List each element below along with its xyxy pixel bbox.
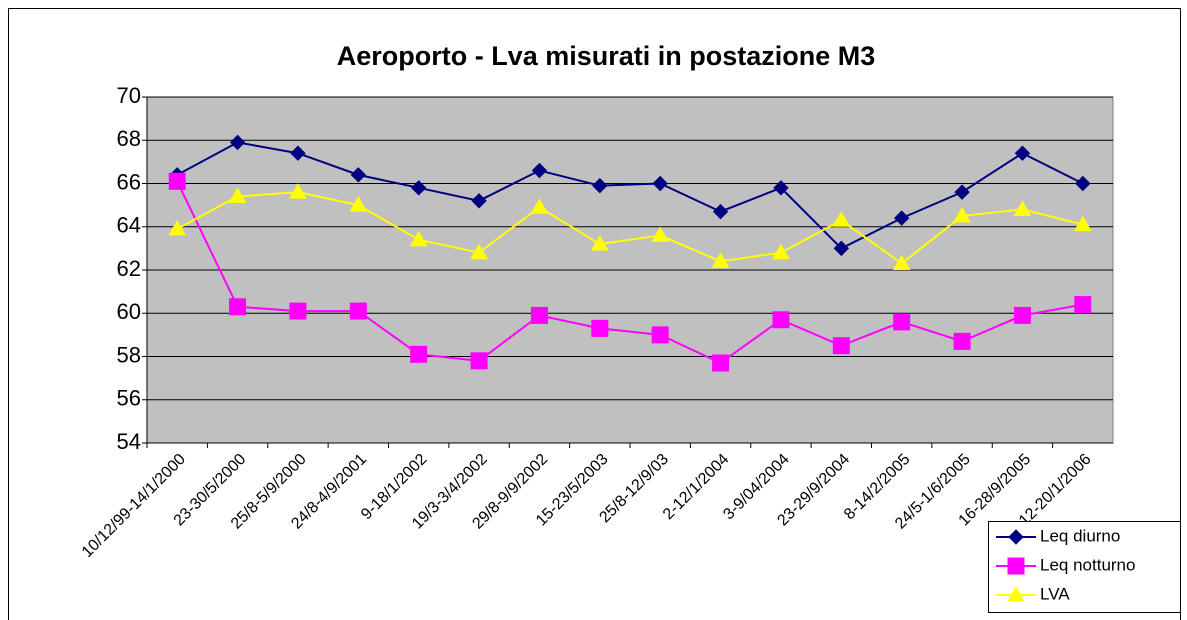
series-line xyxy=(176,180,1083,365)
marker xyxy=(1013,306,1031,324)
y-tick-label: 68 xyxy=(117,126,141,151)
y-tick-label: 64 xyxy=(117,213,141,238)
marker xyxy=(470,243,488,260)
marker xyxy=(772,311,790,329)
marker xyxy=(954,184,970,200)
marker xyxy=(410,345,428,363)
y-tick-label: 62 xyxy=(117,256,141,281)
series-line xyxy=(176,141,1084,250)
marker xyxy=(471,193,487,209)
y-tick-label: 58 xyxy=(117,342,141,367)
marker xyxy=(350,167,367,183)
series-line xyxy=(176,191,1084,265)
marker xyxy=(953,206,971,223)
marker xyxy=(349,196,368,212)
marker xyxy=(229,134,246,151)
marker xyxy=(590,235,609,251)
marker xyxy=(410,180,427,196)
marker xyxy=(1073,215,1092,232)
marker xyxy=(712,203,729,220)
marker xyxy=(1014,145,1031,161)
marker xyxy=(168,219,187,236)
marker xyxy=(651,226,670,242)
marker xyxy=(1074,296,1092,314)
marker xyxy=(470,352,488,370)
marker xyxy=(290,145,306,161)
marker xyxy=(833,240,850,257)
marker xyxy=(229,298,247,316)
y-tick-label: 60 xyxy=(117,299,141,324)
marker xyxy=(530,198,549,214)
marker xyxy=(1013,200,1032,216)
marker xyxy=(892,254,911,271)
y-tick-label: 54 xyxy=(117,429,141,454)
marker xyxy=(1008,529,1024,545)
marker xyxy=(953,332,971,350)
y-tick-label: 70 xyxy=(117,83,141,108)
marker xyxy=(832,337,850,355)
marker xyxy=(651,326,669,344)
marker xyxy=(531,162,548,179)
marker xyxy=(592,177,608,194)
legend-label: Leq diurno xyxy=(1040,526,1120,545)
marker xyxy=(591,319,609,337)
marker xyxy=(1075,175,1091,192)
legend-label: Leq notturno xyxy=(1040,555,1135,574)
marker xyxy=(711,252,730,268)
marker xyxy=(1007,557,1025,575)
marker xyxy=(289,302,307,320)
marker xyxy=(228,187,247,203)
marker xyxy=(289,183,307,199)
marker xyxy=(530,306,548,324)
marker xyxy=(168,172,186,190)
marker xyxy=(832,211,851,227)
y-tick-label: 66 xyxy=(117,169,141,194)
marker xyxy=(893,313,911,331)
marker xyxy=(652,175,668,192)
chart-title: Aeroporto - Lva misurati in postazione M… xyxy=(337,41,876,71)
marker xyxy=(772,243,790,260)
marker xyxy=(773,180,789,196)
marker xyxy=(1007,585,1025,602)
y-tick-label: 56 xyxy=(117,386,141,411)
marker xyxy=(349,302,367,320)
legend-label: LVA xyxy=(1040,584,1070,603)
marker xyxy=(893,210,910,226)
marker xyxy=(712,354,730,372)
marker xyxy=(409,230,428,247)
